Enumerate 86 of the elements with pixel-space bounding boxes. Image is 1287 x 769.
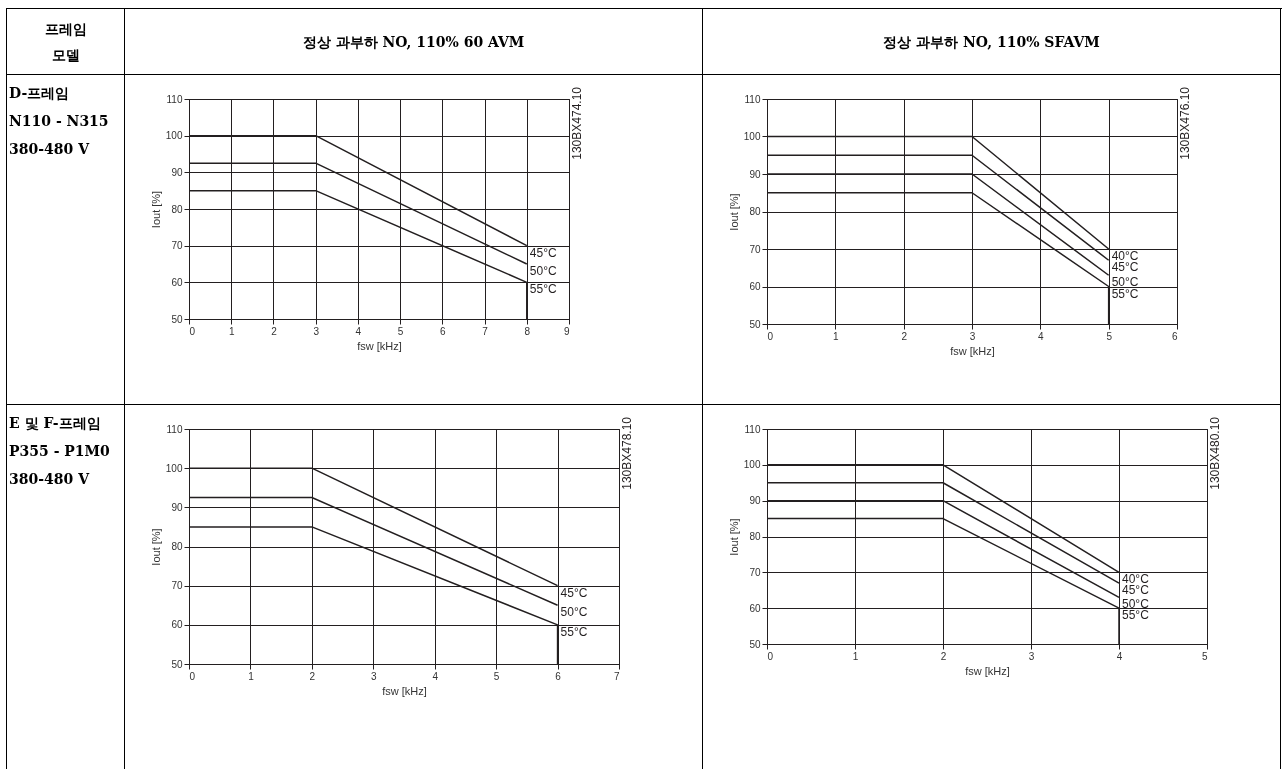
- x-axis-title: fsw [kHz]: [950, 344, 995, 357]
- x-tick-label: 4: [1116, 650, 1123, 662]
- y-tick-label: 90: [171, 501, 183, 513]
- x-tick-label: 1: [228, 325, 235, 337]
- x-tick-label: 1: [852, 650, 859, 662]
- series-label: 45°C: [1111, 260, 1139, 275]
- text: 프레임 모델: [7, 9, 125, 75]
- series-label: 55°C: [1122, 608, 1150, 623]
- x-axis-title: fsw [kHz]: [357, 339, 402, 352]
- y-tick-label: 100: [743, 131, 761, 142]
- x-tick-label: 7: [482, 325, 489, 337]
- x-tick-label: 6: [1171, 330, 1178, 342]
- y-axis-title: Iout [%]: [727, 518, 740, 556]
- series-label: 45°C: [529, 245, 557, 260]
- y-tick-label: 90: [749, 495, 761, 507]
- text: 130BX476.10: [1178, 87, 1192, 160]
- y-tick-label: 60: [749, 602, 761, 614]
- x-tick-label: 5: [1201, 650, 1208, 662]
- y-tick-label: 60: [171, 619, 183, 631]
- text: E 및 F-프레임 P355 - P1M0 380-480 V: [7, 405, 125, 769]
- series-label: 55°C: [560, 624, 588, 639]
- chart-title: 정상 과부하 NO, 110% 60 AVM: [125, 9, 703, 75]
- x-tick-label: 2: [309, 670, 316, 682]
- x-tick-label: 8: [524, 325, 531, 337]
- text: D-프레임 N110 - N315 380-480 V: [7, 75, 125, 405]
- x-tick-label: 0: [189, 670, 196, 682]
- y-tick-label: 80: [171, 203, 183, 215]
- text: 130BX474.10: [570, 87, 584, 160]
- y-tick-label: 70: [171, 240, 183, 252]
- chart-title: 정상 과부하 NO, 110% SFAVM: [703, 9, 1281, 75]
- x-tick-label: 2: [271, 325, 278, 337]
- x-tick-label: 3: [969, 330, 976, 342]
- y-tick-label: 110: [166, 93, 183, 105]
- y-tick-label: 110: [744, 93, 761, 105]
- y-tick-label: 100: [165, 130, 183, 142]
- x-tick-label: 5: [1106, 330, 1113, 342]
- x-tick-label: 5: [493, 670, 500, 682]
- x-tick-label: 9: [563, 325, 570, 337]
- x-tick-label: 2: [940, 650, 947, 662]
- y-tick-label: 50: [749, 318, 761, 330]
- series-label: 45°C: [560, 585, 588, 600]
- x-tick-label: 6: [555, 670, 562, 682]
- y-tick-label: 50: [749, 638, 761, 650]
- series-label: 40°C: [1111, 249, 1139, 263]
- x-tick-label: 3: [313, 325, 320, 337]
- series-label: 50°C: [529, 264, 557, 278]
- y-axis-title: Iout [%]: [149, 528, 162, 566]
- series-label: 50°C: [560, 605, 588, 620]
- x-tick-label: 4: [432, 670, 439, 682]
- x-tick-label: 1: [248, 670, 255, 682]
- series-label: 55°C: [529, 282, 557, 297]
- x-tick-label: 0: [767, 330, 774, 342]
- y-tick-label: 100: [743, 459, 761, 471]
- y-tick-label: 70: [749, 243, 761, 255]
- y-tick-label: 100: [165, 462, 183, 474]
- x-tick-label: 3: [371, 670, 377, 682]
- series-label: 45°C: [1122, 583, 1150, 598]
- x-axis-title: fsw [kHz]: [382, 684, 427, 697]
- y-tick-label: 80: [749, 206, 761, 217]
- y-tick-label: 70: [171, 580, 183, 592]
- y-tick-label: 80: [171, 541, 183, 552]
- x-tick-label: 0: [767, 650, 774, 662]
- x-axis-title: fsw [kHz]: [965, 664, 1010, 677]
- x-tick-label: 6: [440, 325, 447, 337]
- y-axis-title: Iout [%]: [149, 190, 162, 229]
- y-tick-label: 50: [171, 313, 183, 325]
- y-tick-label: 110: [744, 423, 761, 435]
- x-tick-label: 4: [355, 325, 362, 337]
- x-tick-label: 1: [833, 330, 840, 342]
- x-tick-label: 0: [189, 325, 196, 337]
- y-tick-label: 60: [749, 281, 761, 292]
- x-tick-label: 5: [397, 325, 404, 337]
- y-tick-label: 110: [166, 423, 183, 435]
- x-tick-label: 3: [1028, 650, 1035, 662]
- x-tick-label: 7: [613, 670, 620, 682]
- y-tick-label: 60: [171, 276, 183, 288]
- y-tick-label: 80: [749, 531, 761, 542]
- x-tick-label: 4: [1038, 330, 1045, 342]
- y-axis-title: Iout [%]: [727, 193, 740, 231]
- x-tick-label: 2: [901, 330, 908, 342]
- text: 130BX480.10: [1208, 417, 1222, 490]
- y-tick-label: 50: [171, 658, 183, 670]
- y-tick-label: 90: [171, 166, 183, 178]
- y-tick-label: 90: [749, 168, 761, 180]
- y-tick-label: 70: [749, 566, 761, 578]
- text: 130BX478.10: [620, 417, 634, 490]
